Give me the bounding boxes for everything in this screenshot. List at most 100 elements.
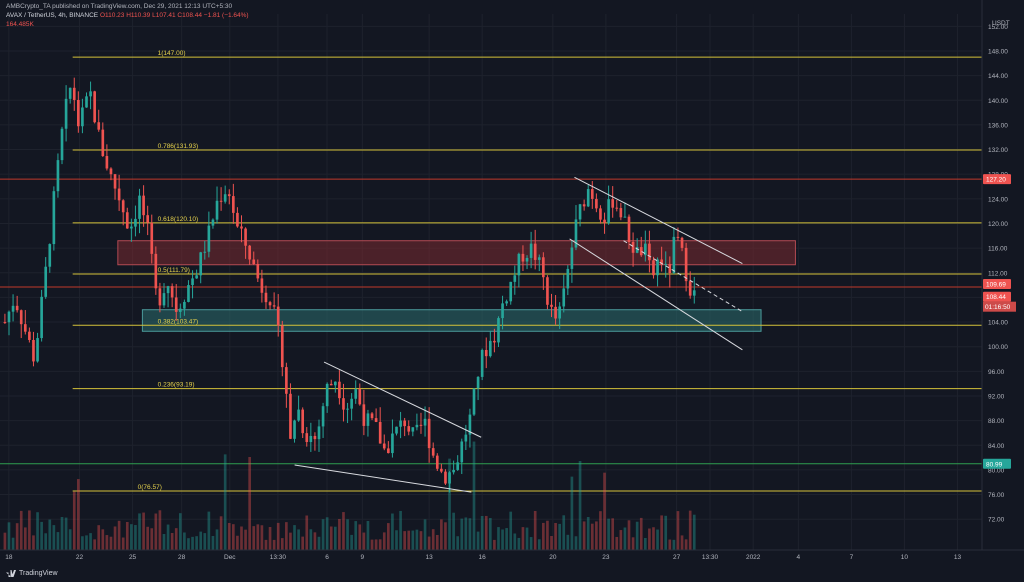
volume-bar bbox=[615, 536, 619, 550]
volume-bar bbox=[399, 510, 402, 550]
candle-body bbox=[595, 198, 598, 209]
volume-bar bbox=[11, 537, 15, 550]
channel-upper-line bbox=[574, 176, 743, 264]
volume-bar bbox=[590, 523, 594, 550]
time-tick-label: 25 bbox=[129, 554, 137, 561]
candle-body bbox=[117, 188, 121, 201]
price-tick-label: 80.00 bbox=[988, 467, 1005, 474]
volume-bar bbox=[595, 521, 598, 550]
volume-bar bbox=[358, 524, 362, 550]
tradingview-brand: TradingView bbox=[19, 570, 58, 577]
candle-body bbox=[297, 409, 300, 421]
candle-body bbox=[134, 218, 137, 227]
trendlines-layer[interactable] bbox=[294, 176, 743, 493]
volume-bar bbox=[195, 536, 198, 550]
volume-bar bbox=[603, 472, 606, 550]
candle-body bbox=[227, 194, 231, 197]
volume-bar bbox=[533, 510, 537, 550]
price-tag-label: 109.69 bbox=[986, 281, 1006, 288]
tradingview-footer[interactable]: TradingView bbox=[6, 570, 58, 577]
volume-bar bbox=[321, 519, 325, 550]
volume-bar bbox=[411, 530, 415, 550]
volume-bar bbox=[537, 539, 541, 550]
time-tick-label: 7 bbox=[850, 554, 854, 561]
candle-body bbox=[72, 87, 76, 100]
candle-body bbox=[578, 204, 582, 220]
time-tick-label: Dec bbox=[224, 554, 236, 561]
volume-bar bbox=[162, 533, 166, 550]
volume-bar bbox=[370, 539, 374, 550]
price-axis[interactable]: USDT72.0076.0080.0084.0088.0092.0096.001… bbox=[981, 0, 1024, 582]
candle-body bbox=[174, 297, 178, 312]
candle-body bbox=[272, 305, 276, 307]
volume-bar bbox=[672, 539, 676, 550]
volume-bar bbox=[529, 537, 533, 550]
volume-bar bbox=[44, 533, 48, 550]
volume-bar bbox=[476, 531, 480, 550]
volume-bar bbox=[611, 518, 615, 550]
volume-bar bbox=[232, 524, 235, 550]
volume-bar bbox=[158, 510, 162, 550]
candle-body bbox=[411, 427, 415, 432]
candle-body bbox=[505, 301, 508, 304]
fib-retracement[interactable]: 1(147.00) 0.786(131.93) 0.618(120.10) 0.5(1… bbox=[72, 50, 982, 492]
volume-bar bbox=[558, 523, 561, 550]
candle-body bbox=[252, 259, 256, 265]
candle-body bbox=[89, 91, 92, 97]
symbol-label[interactable]: AVAX / TetherUS, 4h, BINANCE bbox=[6, 12, 99, 19]
volume-bar bbox=[468, 518, 472, 550]
volume-bar bbox=[64, 517, 68, 550]
price-tick-label: 136.00 bbox=[988, 122, 1008, 129]
candle-body bbox=[309, 435, 313, 443]
volume-bar bbox=[199, 531, 203, 550]
volume-bar bbox=[435, 534, 439, 550]
candle-body bbox=[415, 424, 419, 428]
volume-bar bbox=[460, 518, 464, 550]
candle-body bbox=[615, 207, 619, 209]
volume-bar bbox=[660, 515, 663, 550]
demand-zone bbox=[141, 309, 762, 332]
candle-body bbox=[321, 406, 325, 427]
volume-bar bbox=[550, 535, 553, 550]
volume-bar bbox=[427, 536, 431, 550]
candle-body bbox=[403, 420, 406, 427]
volume-bar bbox=[513, 533, 517, 550]
candle-body bbox=[631, 241, 635, 253]
candle-body bbox=[513, 275, 517, 282]
price-tick-label: 100.00 bbox=[988, 344, 1008, 351]
candle-body bbox=[590, 189, 594, 199]
ohlc-values: O110.23 H110.39 L107.41 C108.44 −1.81 (−… bbox=[99, 12, 249, 19]
volume-bar bbox=[211, 535, 215, 550]
candle-body bbox=[166, 286, 170, 294]
publish-info: AMBCrypto_TA published on TradingView.co… bbox=[6, 3, 233, 10]
volume-bar bbox=[480, 516, 484, 550]
channel-mid-line bbox=[623, 240, 743, 313]
volume-bar bbox=[472, 441, 476, 550]
candle-body bbox=[244, 228, 247, 246]
candle-body bbox=[162, 293, 166, 306]
volume-bar bbox=[333, 526, 337, 550]
volume-bar bbox=[142, 512, 145, 550]
volume-bar bbox=[623, 527, 627, 550]
fib-label: 1(147.00) bbox=[158, 50, 186, 57]
candle-body bbox=[183, 301, 186, 309]
volume-bar bbox=[652, 527, 655, 550]
candle-body bbox=[464, 434, 468, 442]
time-axis[interactable]: 18 22 25 28 Dec 13:30 6 9 13 16 20 23 27 13:30 2022 4 7 1… bbox=[0, 549, 1024, 561]
candle-body bbox=[195, 275, 198, 279]
candle-body bbox=[317, 426, 321, 440]
candle-body bbox=[354, 389, 358, 399]
candle-body bbox=[574, 219, 578, 248]
candle-body bbox=[627, 216, 631, 242]
candle-body bbox=[546, 277, 549, 305]
time-tick-label: 10 bbox=[901, 554, 909, 561]
volume-bar bbox=[134, 525, 137, 550]
candle-body bbox=[537, 257, 541, 260]
countdown-label: 01:16:50 bbox=[985, 304, 1011, 311]
candle-body bbox=[435, 455, 439, 469]
candle-body bbox=[468, 414, 472, 435]
candle-body bbox=[692, 290, 696, 296]
price-labels: 127.20 109.69 108.44 80.99 01:16:50 bbox=[983, 174, 1016, 469]
volume-bar bbox=[93, 539, 96, 550]
